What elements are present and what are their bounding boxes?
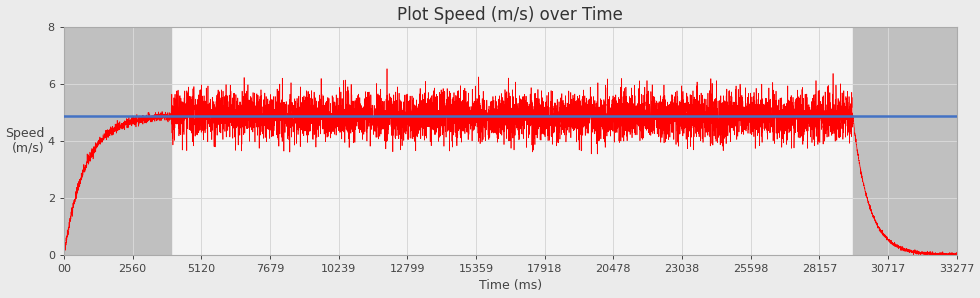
Bar [853, 27, 956, 255]
Y-axis label: Speed
(m/s): Speed (m/s) [6, 127, 45, 155]
X-axis label: Time (ms): Time (ms) [479, 280, 542, 292]
Bar [64, 27, 172, 255]
Title: Plot Speed (m/s) over Time: Plot Speed (m/s) over Time [397, 6, 623, 24]
